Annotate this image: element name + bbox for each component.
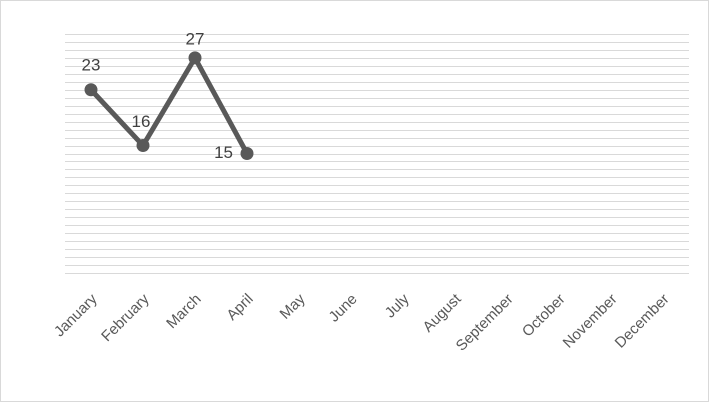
x-tick-label: May	[277, 290, 309, 322]
x-tick-label: April	[223, 291, 256, 324]
data-label: 16	[132, 112, 151, 131]
x-tick-label: September	[453, 291, 517, 355]
data-point	[240, 147, 254, 160]
data-point	[136, 139, 150, 153]
series-line-layer	[88, 55, 250, 156]
series-line	[88, 55, 250, 156]
data-label: 15	[214, 143, 233, 162]
x-tick-label: November	[560, 291, 621, 352]
x-tick-label: August	[420, 290, 466, 336]
data-labels: 23 16 27 15	[82, 29, 233, 162]
data-point	[188, 51, 202, 65]
data-label: 27	[186, 29, 205, 48]
x-tick-label: October	[519, 291, 569, 341]
data-point	[84, 83, 98, 97]
x-tick-label: March	[163, 291, 204, 332]
data-label: 23	[82, 55, 101, 74]
x-tick-label: July	[382, 290, 413, 321]
x-tick-label: February	[98, 290, 153, 345]
data-points	[84, 51, 254, 160]
x-tick-label: January	[51, 290, 101, 340]
x-tick-label: June	[326, 291, 361, 326]
gridlines	[65, 34, 689, 274]
x-tick-label: December	[612, 291, 673, 352]
